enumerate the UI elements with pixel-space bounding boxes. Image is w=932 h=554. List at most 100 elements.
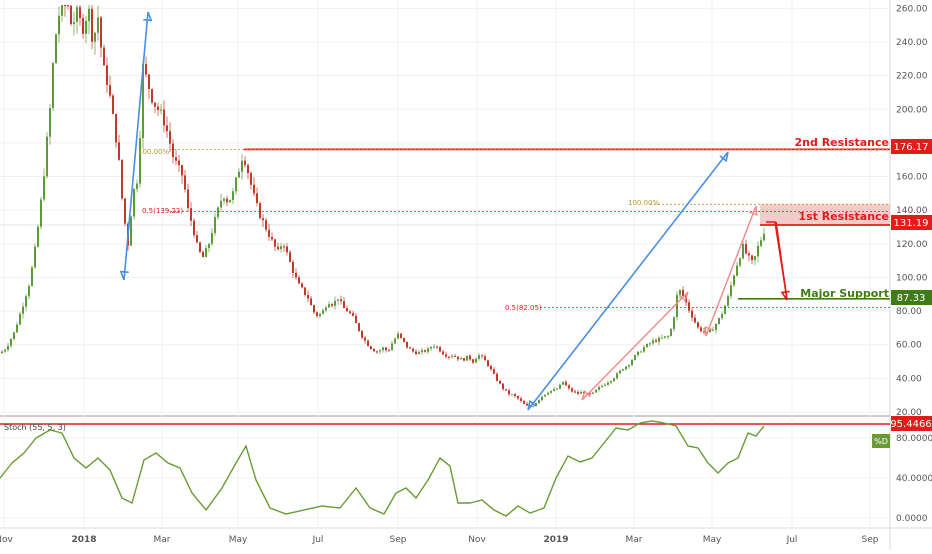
candle-body: [427, 348, 429, 352]
candle-body: [88, 8, 90, 22]
candle-body: [202, 252, 204, 258]
candle-body: [493, 369, 495, 374]
candle-body: [265, 220, 267, 230]
blue-arrow-2019: [527, 151, 729, 411]
candle-body: [292, 261, 294, 273]
candle-body: [652, 340, 654, 344]
candle-body: [757, 245, 759, 257]
candle-body: [631, 359, 633, 365]
candle-body: [664, 336, 666, 338]
candle-body: [667, 336, 669, 338]
candle-body: [682, 289, 684, 296]
candle-body: [709, 330, 711, 333]
candle-body: [718, 318, 720, 324]
candle-body: [535, 402, 537, 407]
candle-body: [244, 160, 246, 166]
pink-arrow-1-head: [679, 291, 689, 302]
major-support-price-tag: [891, 290, 932, 305]
candle-body: [346, 308, 348, 312]
candle-body: [211, 233, 213, 244]
candle-body: [475, 358, 477, 363]
candle-body: [730, 285, 732, 297]
candle-body: [154, 102, 156, 107]
candle-body: [214, 217, 216, 234]
candle-body: [352, 313, 354, 316]
candle-body: [541, 396, 543, 401]
candle-body: [619, 370, 621, 374]
price-tick-label: 160.00: [896, 173, 928, 183]
candle-body: [529, 405, 531, 407]
candle-body: [22, 306, 24, 314]
candle-body: [271, 236, 273, 240]
major-support-label: Major Support: [800, 287, 889, 300]
candle-body: [511, 394, 513, 396]
candle-body: [121, 159, 123, 199]
candle-body: [604, 384, 606, 386]
candle-body: [376, 351, 378, 353]
time-tick-label: 2018: [71, 535, 96, 545]
candle-body: [688, 302, 690, 311]
candle-body: [496, 373, 498, 381]
candle-body: [256, 193, 258, 204]
candle-body: [28, 285, 30, 297]
candle-body: [658, 337, 660, 342]
candle-body: [547, 392, 549, 395]
price-tick-label: 260.00: [896, 4, 928, 14]
first-resistance-label: 1st Resistance: [798, 210, 889, 223]
candle-body: [625, 366, 627, 370]
candle-body: [436, 346, 438, 348]
candle-body: [463, 358, 465, 361]
candle-body: [715, 323, 717, 330]
candle-body: [349, 311, 351, 314]
price-tick-label: 200.00: [896, 105, 928, 115]
candle-body: [379, 350, 381, 352]
candle-body: [232, 191, 234, 200]
candle-body: [148, 74, 150, 90]
candle-body: [343, 301, 345, 309]
candle-body: [286, 246, 288, 253]
candle-body: [334, 300, 336, 306]
candle-body: [115, 113, 117, 143]
candle-body: [727, 296, 729, 306]
time-tick-label: May: [229, 535, 248, 545]
candle-body: [196, 235, 198, 243]
price-tick-label: 220.00: [896, 72, 928, 82]
candle-body: [187, 189, 189, 209]
candle-body: [601, 385, 603, 387]
candle-body: [184, 175, 186, 190]
candle-body: [133, 188, 135, 217]
stoch-series-label: %D: [874, 437, 888, 446]
candle-body: [280, 246, 282, 250]
candle-body: [316, 312, 318, 317]
candle-body: [10, 338, 12, 346]
candle-body: [649, 343, 651, 345]
annotations: [119, 11, 890, 411]
axes: 260.00240.00220.00200.00180.00160.00140.…: [0, 4, 932, 545]
candle-body: [508, 390, 510, 395]
candle-body: [457, 356, 459, 360]
first-resistance-value: 131.19: [894, 218, 929, 229]
time-tick-label: Jul: [312, 535, 324, 545]
candle-body: [571, 388, 573, 392]
candle-body: [181, 165, 183, 176]
candle-body: [145, 64, 147, 75]
candle-body: [289, 252, 291, 262]
candle-body: [97, 17, 99, 33]
price-tick-label: 120.00: [896, 240, 928, 250]
candle-body: [559, 384, 561, 389]
candle-body: [124, 198, 126, 224]
candle-body: [502, 383, 504, 390]
candle-body: [7, 345, 9, 350]
stoch-current-value: 95.4466: [890, 419, 931, 430]
candle-body: [295, 272, 297, 278]
pink-arrow-1-head: [581, 390, 591, 401]
candle-body: [307, 294, 309, 299]
candle-body: [454, 355, 456, 357]
candle-body: [364, 337, 366, 341]
candle-body: [340, 299, 342, 302]
candle-body: [394, 338, 396, 344]
candle-body: [274, 239, 276, 247]
candle-body: [61, 5, 63, 16]
fib-bottom-50-label: 0.5(82.05): [505, 304, 542, 312]
candle-body: [4, 349, 6, 352]
